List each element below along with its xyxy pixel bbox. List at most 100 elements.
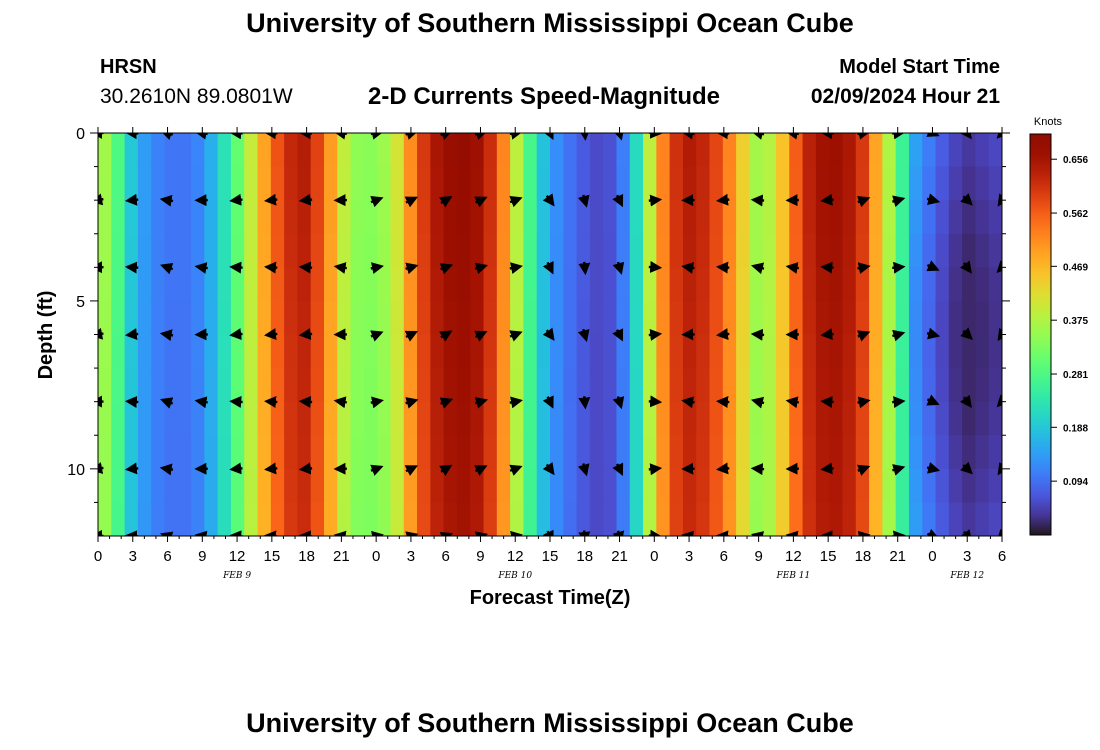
heatmap-cell: [643, 468, 657, 504]
heatmap-cell: [922, 468, 937, 504]
heatmap-cell: [443, 334, 458, 369]
current-arrow: [820, 328, 834, 341]
heatmap-cell: [164, 267, 179, 302]
current-arrow: [857, 530, 871, 536]
heatmap-cell: [523, 233, 538, 268]
current-arrow: [159, 329, 174, 342]
heatmap-cell: [270, 334, 285, 369]
heatmap-cell: [523, 166, 538, 201]
current-arrow: [404, 330, 419, 342]
heatmap-cell: [616, 334, 631, 369]
heatmap-cell: [177, 267, 192, 302]
current-arrow: [229, 261, 243, 274]
heatmap-cell: [722, 267, 737, 302]
heatmap-cell: [736, 468, 751, 504]
current-arrow: [996, 394, 1002, 408]
heatmap-cell: [776, 267, 790, 302]
heatmap-cell: [935, 300, 950, 336]
heatmap-cell: [643, 334, 657, 369]
heatmap-cell: [736, 166, 751, 201]
heatmap-cell: [137, 368, 152, 403]
heatmap-cell: [124, 502, 139, 536]
heatmap-cell: [776, 502, 790, 536]
current-arrow: [892, 195, 906, 208]
current-arrow: [124, 328, 139, 341]
heatmap-cell: [762, 334, 777, 369]
heatmap-cell: [776, 334, 790, 369]
heatmap-cell: [204, 267, 219, 302]
heatmap-cell: [709, 233, 724, 268]
heatmap-cell: [908, 166, 923, 201]
x-tick-label: 15: [264, 548, 281, 565]
heatmap-cell: [682, 368, 697, 403]
heatmap-cell: [244, 502, 259, 536]
heatmap-cell: [204, 502, 219, 536]
heatmap-cell: [762, 267, 777, 302]
heatmap-cell: [882, 200, 897, 235]
heatmap-cell: [98, 334, 112, 369]
heatmap-cell: [230, 502, 245, 536]
heatmap-cell: [337, 166, 352, 201]
heatmap-cell: [696, 401, 711, 436]
heatmap-cell: [988, 468, 1002, 504]
heatmap-cell: [988, 368, 1002, 403]
heatmap-cell: [829, 468, 844, 504]
heatmap-cell: [736, 133, 751, 168]
heatmap-cell: [337, 368, 352, 403]
heatmap-cell: [935, 133, 950, 168]
heatmap-cell: [603, 233, 618, 268]
heatmap-cell: [629, 502, 644, 536]
heatmap-cell: [257, 166, 272, 201]
heatmap-cell: [616, 368, 631, 403]
heatmap-cell: [908, 435, 923, 470]
heatmap-cell: [935, 435, 950, 470]
heatmap-cell: [855, 200, 870, 235]
heatmap-cell: [496, 334, 511, 369]
heatmap-cell: [496, 200, 511, 235]
current-arrow: [264, 462, 278, 475]
heatmap-cell: [722, 502, 737, 536]
heatmap-cell: [350, 267, 365, 302]
heatmap-cell: [111, 200, 126, 235]
heatmap-cell: [776, 133, 790, 168]
current-arrow: [229, 462, 243, 475]
current-arrow: [648, 328, 663, 341]
current-arrow: [439, 263, 454, 275]
heatmap-cell: [908, 300, 923, 336]
heatmap-cell: [842, 435, 857, 470]
heatmap-cell: [789, 200, 804, 235]
heatmap-cell: [616, 468, 631, 504]
heatmap-cells: [98, 133, 1002, 536]
heatmap-cell: [483, 502, 498, 536]
heatmap-cell: [297, 368, 312, 403]
current-arrow: [542, 261, 554, 275]
heatmap-cell: [337, 401, 352, 436]
heatmap-cell: [908, 133, 923, 168]
heatmap-cell: [284, 300, 299, 336]
heatmap-cell: [297, 468, 312, 504]
heatmap-cell: [177, 200, 192, 235]
heatmap-cell: [177, 502, 192, 536]
current-arrow: [298, 328, 313, 341]
current-arrow: [333, 262, 347, 274]
current-arrow: [612, 133, 625, 141]
heatmap-cell: [470, 334, 485, 369]
heatmap-cell: [363, 435, 378, 470]
heatmap-cell: [603, 368, 618, 403]
heatmap-cell: [124, 468, 139, 504]
heatmap-cell: [669, 401, 684, 436]
heatmap-cell: [324, 233, 338, 268]
current-arrow: [439, 196, 453, 208]
current-arrow: [926, 327, 941, 340]
heatmap-cell: [151, 334, 166, 369]
heatmap-cell: [363, 267, 378, 302]
heatmap-cell: [696, 502, 711, 536]
heatmap-cell: [802, 233, 817, 268]
heatmap-cell: [922, 502, 937, 536]
heatmap-cell: [230, 166, 245, 201]
heatmap-cell: [510, 401, 525, 436]
current-arrow: [577, 328, 590, 343]
heatmap-cell: [882, 401, 897, 436]
heatmap-cell: [403, 435, 418, 470]
heatmap-cell: [709, 368, 724, 403]
